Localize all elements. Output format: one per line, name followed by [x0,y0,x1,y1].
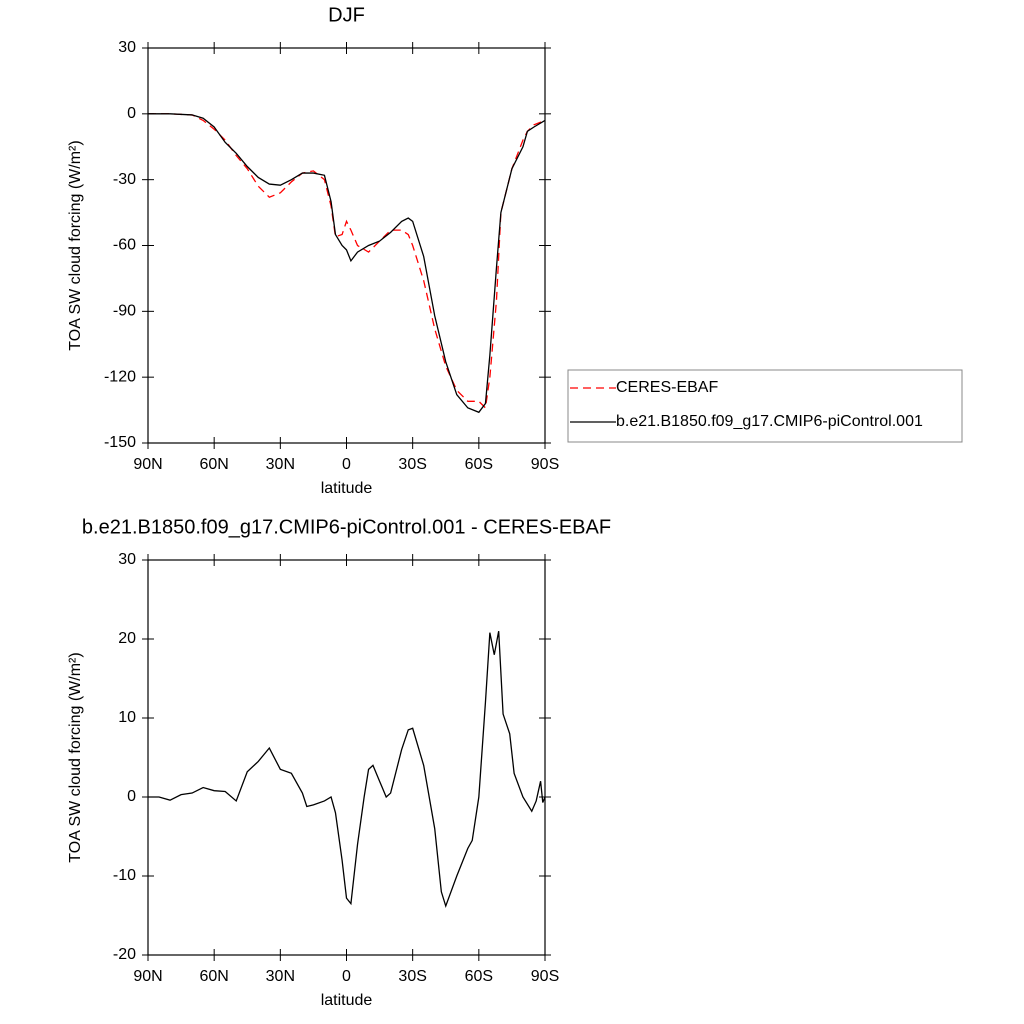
x-axis-label: latitude [321,992,373,1009]
x-tick-label: 60N [199,968,228,985]
legend-label: CERES-EBAF [616,379,718,396]
x-tick-label: 30S [398,968,426,985]
legend-box [567,369,963,443]
y-tick-label: 30 [118,551,136,568]
y-tick-label: 0 [127,788,136,805]
data-line [148,113,546,414]
x-tick-label: 60S [465,456,493,473]
plot-frame [147,47,546,444]
x-tick-label: 0 [342,456,351,473]
x-tick-label: 90N [133,456,162,473]
y-tick-label: -20 [113,946,136,963]
y-tick-label: 0 [127,105,136,122]
x-axis-label: latitude [321,480,373,497]
data-line [148,630,546,909]
y-axis-label: TOA SW cloud forcing (W/m²) [67,652,84,862]
y-tick-label: -90 [113,303,136,320]
y-tick-label: 20 [118,630,136,647]
y-tick-label: -10 [113,867,136,884]
x-tick-label: 30N [266,968,295,985]
y-tick-label: -60 [113,237,136,254]
x-tick-label: 60S [465,968,493,985]
legend-label: b.e21.B1850.f09_g17.CMIP6-piControl.001 [616,413,923,430]
y-tick-label: -120 [104,368,136,385]
chart-title: DJF [328,4,365,26]
x-tick-label: 0 [342,968,351,985]
y-tick-label: 10 [118,709,136,726]
y-tick-label: 30 [118,39,136,56]
y-axis-label: TOA SW cloud forcing (W/m²) [67,140,84,350]
y-tick-label: -150 [104,434,136,451]
x-tick-label: 90S [531,456,559,473]
x-tick-label: 60N [199,456,228,473]
x-tick-label: 90S [531,968,559,985]
x-tick-label: 90N [133,968,162,985]
data-line [148,113,546,410]
chart-title: b.e21.B1850.f09_g17.CMIP6-piControl.001 … [82,516,611,538]
y-tick-label: -30 [113,171,136,188]
x-tick-label: 30N [266,456,295,473]
x-tick-label: 30S [398,456,426,473]
